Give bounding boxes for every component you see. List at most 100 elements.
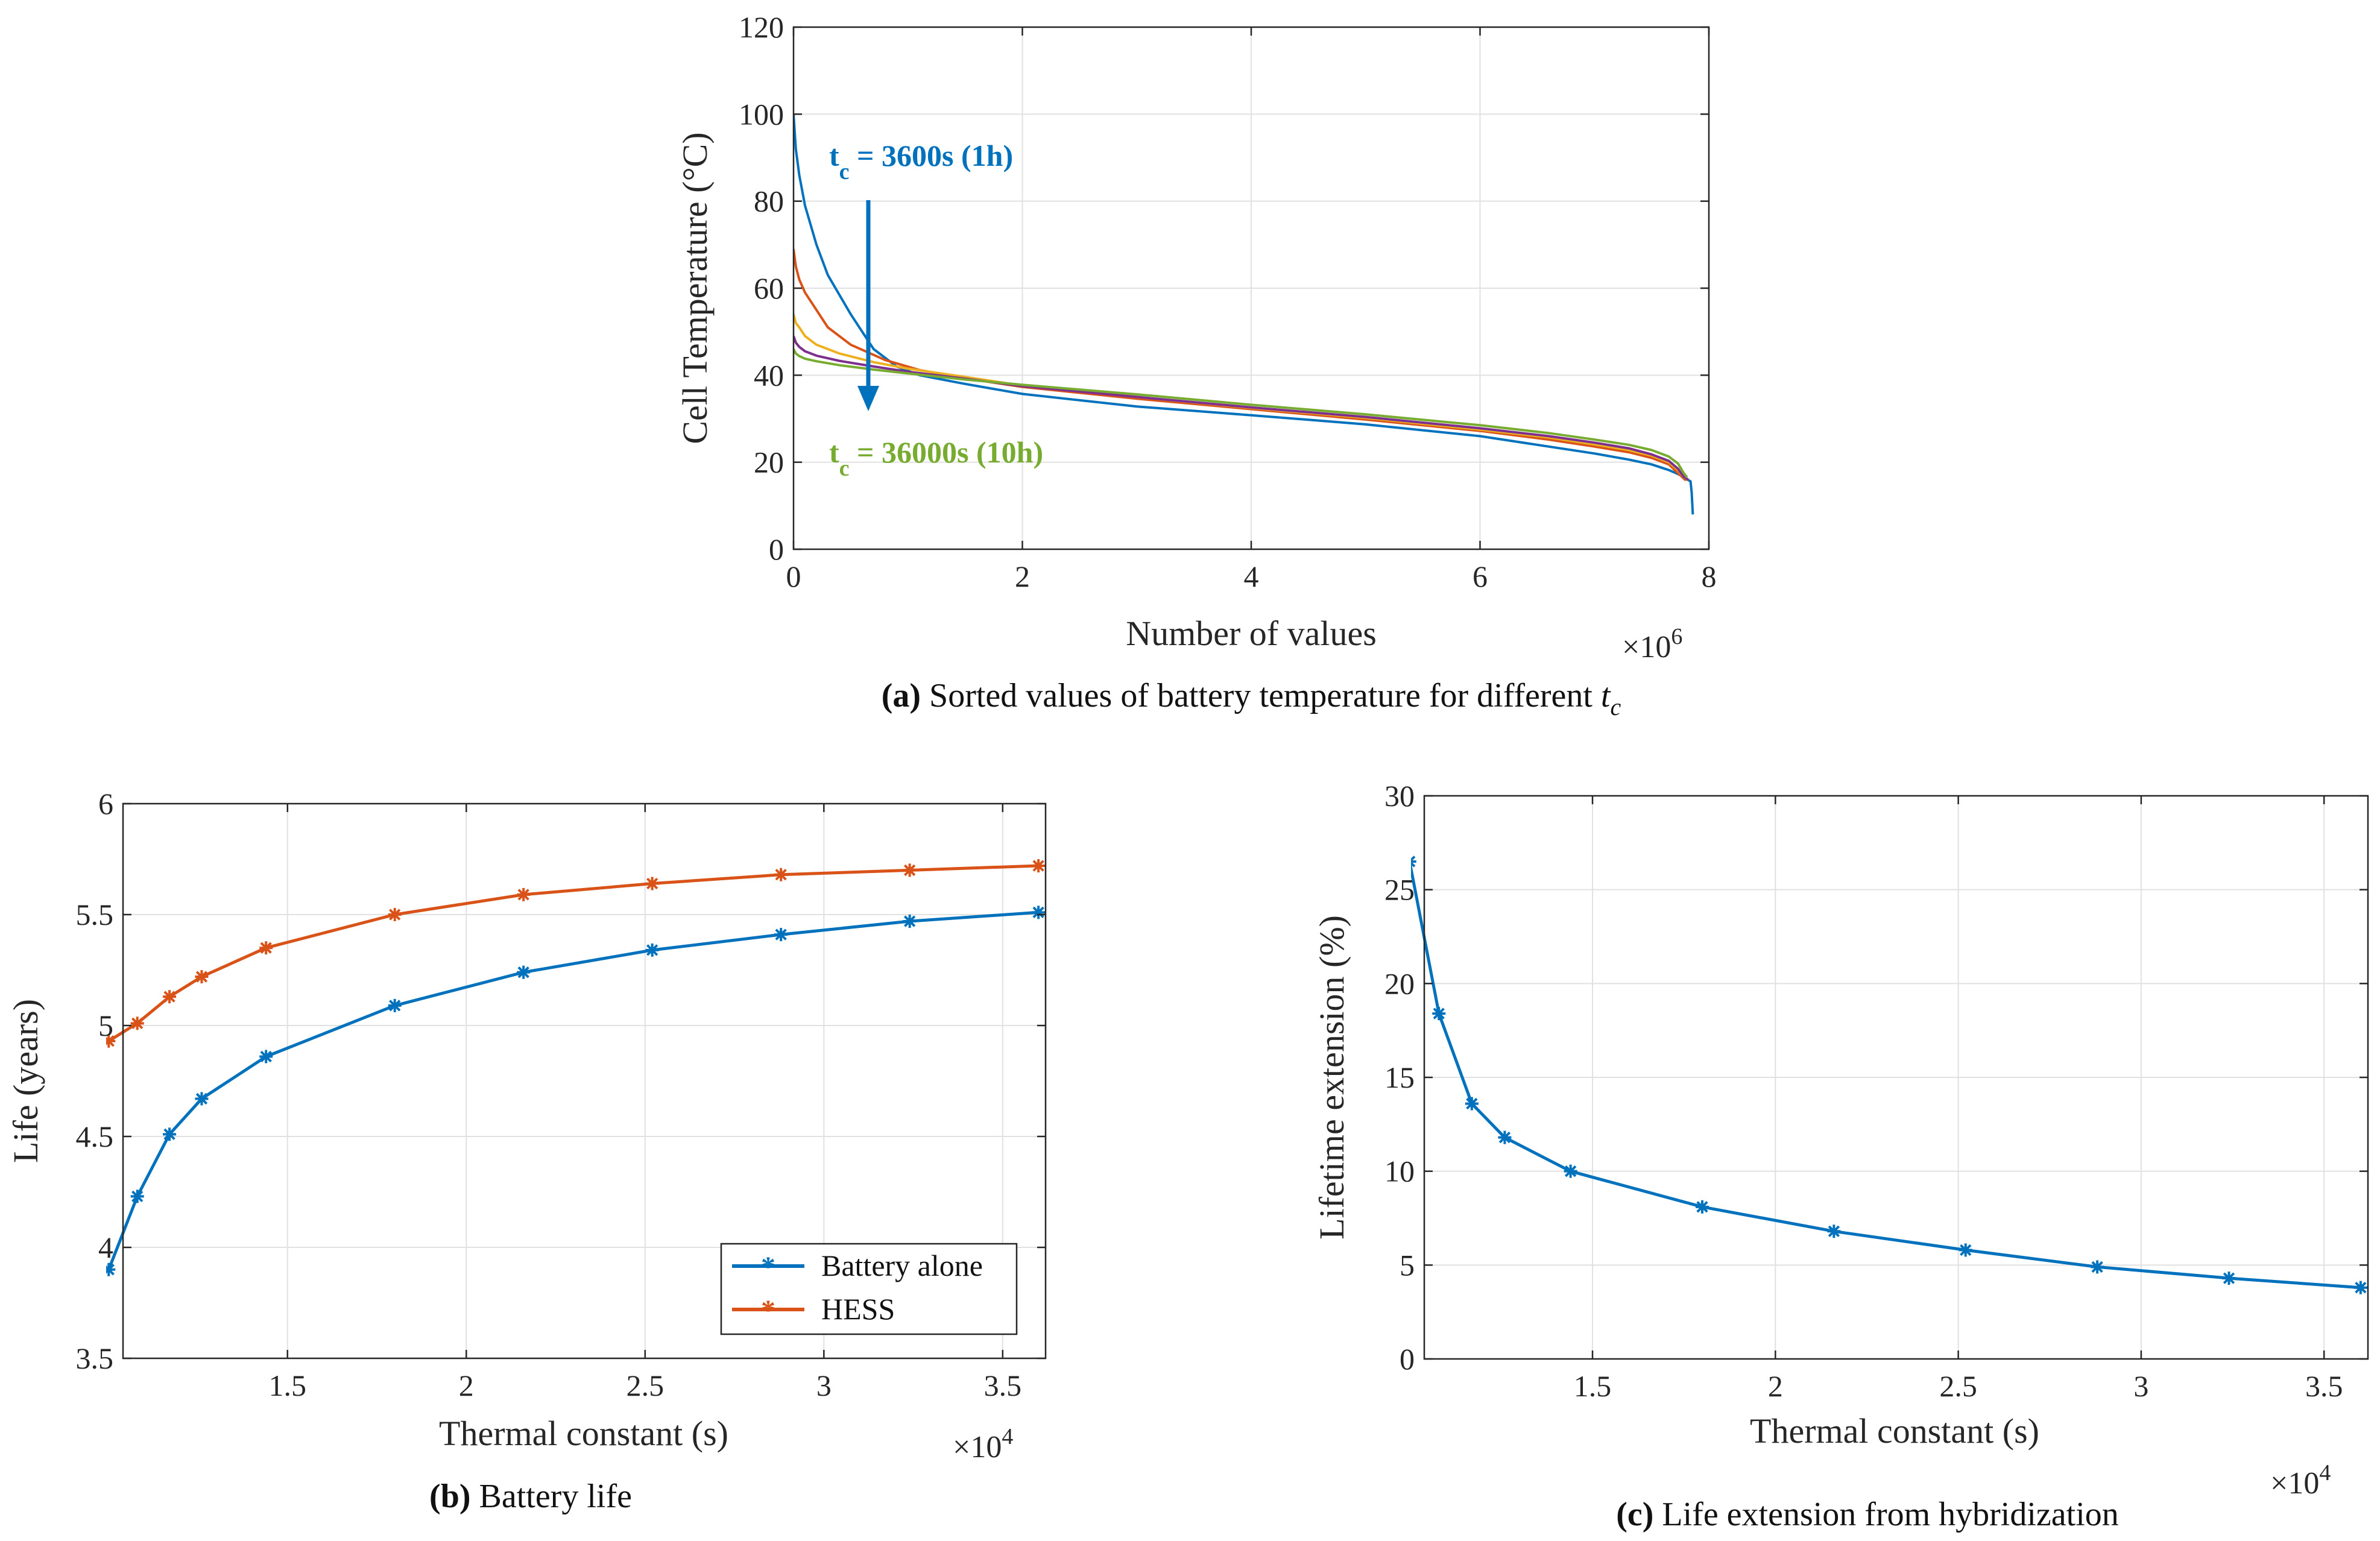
series-line-b-1 (107, 864, 1039, 1042)
annotation-1-main: t (829, 139, 839, 172)
annotation-2-rest: = 36000s (10h) (850, 435, 1044, 469)
y-tick-label: 80 (754, 184, 784, 218)
data-point-c-0 (2353, 1281, 2367, 1294)
grid-a (793, 27, 1709, 550)
y-axis-label-a: Cell Temperature (°C) (675, 132, 715, 444)
x-tick-label: 8 (1702, 559, 1717, 593)
ticks-b: 1.5 2 2.5 3 3.5 3.5 4 4.5 5 5.5 6 (76, 787, 1046, 1402)
x-axis-label-c: Thermal constant (s) (1750, 1411, 2039, 1451)
legend-box (720, 1243, 1018, 1335)
y-tick-label: 5 (1400, 1248, 1415, 1282)
x-axis-label-b: Thermal constant (s) (439, 1414, 728, 1453)
panel-b: 1.5 2 2.5 3 3.5 3.5 4 4.5 5 5.5 6 * Battery alone … (6, 787, 1047, 1515)
y-tick-label: 20 (754, 446, 784, 479)
caption-a: (a) Sorted values of battery temperature … (882, 677, 1621, 720)
y-axis-label-c: Lifetime extension (%) (1312, 915, 1351, 1240)
plot-box-b (122, 802, 1047, 1360)
legend-b: * Battery alone * HESS (720, 1243, 1018, 1335)
caption-c: (c) Life extension from hybridization (1616, 1496, 2119, 1533)
annotation-1-sub: c (839, 159, 850, 184)
data-point-c-0 (1432, 1007, 1446, 1021)
x-multiplier-a-base: ×10 (1622, 630, 1671, 664)
y-axis-label-b: Life (years) (6, 999, 45, 1163)
caption-b-text: Battery life (479, 1478, 632, 1515)
x-tick-label: 3 (816, 1369, 832, 1402)
caption-c-text: Life extension from hybridization (1662, 1496, 2118, 1533)
x-tick-label: 2 (1768, 1369, 1783, 1403)
data-point-c-0 (1465, 1097, 1479, 1111)
series-line-a-3 (794, 335, 1689, 481)
caption-a-sub: c (1610, 693, 1621, 720)
data-point-b-1 (130, 1016, 144, 1030)
annotation-2-main: t (829, 435, 839, 469)
x-multiplier-b: ×104 (953, 1424, 1013, 1464)
x-tick-label: 2 (1015, 559, 1030, 593)
x-multiplier-c: ×104 (2270, 1460, 2331, 1501)
data-point-c-0 (1827, 1224, 1841, 1238)
data-point-c-0 (1959, 1243, 1972, 1257)
y-tick-label: 0 (1400, 1342, 1415, 1376)
series-b (106, 859, 1046, 1276)
data-point-b-1 (903, 863, 917, 877)
y-tick-label: 30 (1384, 779, 1415, 813)
legend-marker-battery: * (761, 1251, 775, 1283)
series-a (794, 114, 1694, 515)
legend-label-hess: HESS (821, 1292, 895, 1326)
data-point-b-0 (1032, 906, 1046, 919)
x-multiplier-a: ×106 (1622, 624, 1682, 664)
data-point-b-0 (195, 1092, 209, 1106)
annotation-1-rest: = 3600s (1h) (850, 139, 1014, 172)
caption-c-label: (c) (1616, 1496, 1653, 1533)
data-point-b-0 (774, 928, 788, 942)
data-point-b-0 (259, 1050, 273, 1064)
x-multiplier-a-exp: 6 (1671, 624, 1682, 649)
caption-a-label: (a) (882, 677, 921, 714)
data-point-b-0 (130, 1190, 144, 1203)
data-point-b-1 (259, 941, 273, 955)
y-tick-label: 5 (98, 1009, 113, 1042)
data-point-c-0 (1498, 1130, 1512, 1144)
caption-a-text: Sorted values of battery temperature for… (929, 677, 1601, 714)
x-tick-label: 6 (1473, 559, 1488, 593)
data-point-b-1 (645, 877, 659, 890)
y-tick-label: 4.5 (76, 1120, 114, 1153)
y-tick-label: 100 (739, 97, 784, 131)
y-tick-label: 6 (98, 787, 113, 821)
annotation-2-sub: c (839, 456, 850, 481)
x-tick-label: 3 (2133, 1369, 2148, 1403)
data-point-b-0 (388, 998, 402, 1012)
data-point-c-0 (2091, 1260, 2104, 1274)
x-tick-label: 3.5 (2305, 1369, 2343, 1403)
x-multiplier-b-base: ×10 (953, 1430, 1002, 1464)
data-point-b-0 (106, 1262, 116, 1276)
series-c (1411, 856, 2367, 1294)
data-point-b-1 (1032, 859, 1046, 873)
x-tick-label: 1.5 (269, 1369, 307, 1402)
data-point-c-0 (1564, 1164, 1577, 1178)
series-line-a-1 (794, 248, 1688, 481)
y-tick-label: 0 (769, 532, 784, 566)
x-axis-label-a: Number of values (1126, 614, 1377, 653)
data-point-c-0 (1696, 1200, 1709, 1214)
annotation-tc-3600: tc = 3600s (1h) (829, 139, 1013, 184)
panel-c: 1.5 2 2.5 3 3.5 0 5 10 15 20 25 30 Thermal constant… (1312, 779, 2369, 1533)
y-tick-label: 40 (754, 358, 784, 392)
data-point-b-1 (517, 887, 531, 901)
caption-b-label: (b) (429, 1478, 470, 1515)
data-point-b-1 (106, 1034, 116, 1048)
data-point-b-0 (903, 915, 917, 928)
data-point-c-0 (1411, 856, 1416, 868)
x-multiplier-b-exp: 4 (1002, 1424, 1013, 1449)
data-point-b-0 (163, 1127, 177, 1141)
caption-a-var: t (1601, 677, 1611, 714)
x-tick-label: 0 (786, 559, 801, 593)
y-tick-label: 5.5 (76, 898, 114, 931)
y-tick-label: 15 (1384, 1060, 1415, 1094)
x-tick-label: 2 (459, 1369, 474, 1402)
y-tick-label: 60 (754, 271, 784, 305)
legend-marker-hess: * (761, 1294, 775, 1326)
arrow-head-a (857, 386, 879, 411)
